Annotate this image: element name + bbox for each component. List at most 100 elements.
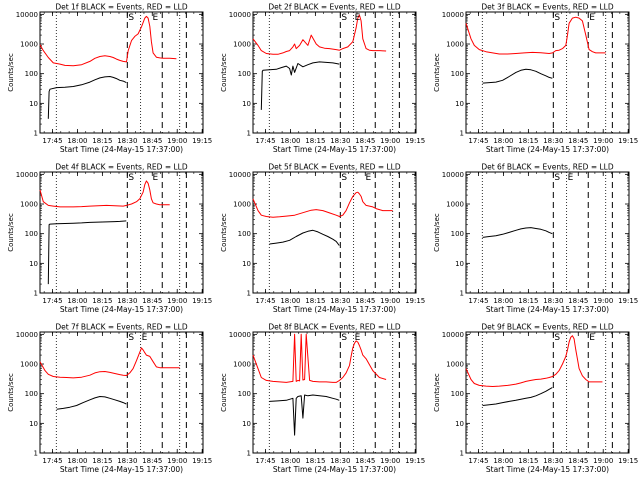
x-tick-label: 19:00 — [380, 457, 400, 465]
x-tick-label: 17:45 — [255, 137, 275, 145]
marker-letter: E — [568, 173, 574, 183]
x-tick-label: 18:30 — [330, 137, 350, 145]
y-tick-label: 100 — [238, 70, 251, 78]
x-tick-label: 17:45 — [255, 457, 275, 465]
x-tick-label: 18:45 — [568, 297, 588, 305]
y-tick-label: 1000 — [446, 41, 464, 49]
y-tick-label: 1 — [460, 130, 464, 138]
events-series-line — [482, 387, 553, 406]
y-tick-label: 1000 — [233, 361, 251, 369]
events-series-line — [269, 229, 340, 246]
y-tick-label: 1 — [460, 290, 464, 298]
x-tick-label: 18:15 — [305, 297, 325, 305]
x-tick-label: 18:30 — [330, 297, 350, 305]
plot-frame — [252, 11, 417, 134]
chart-panel-2: Det 2f BLACK = Events, RED = LLD 1 10 100 10… — [220, 3, 425, 155]
y-tick-label: 10 — [242, 260, 251, 268]
lld-series-line — [252, 14, 387, 55]
y-tick-label: 10000 — [442, 331, 464, 339]
x-tick-label: 17:45 — [468, 457, 488, 465]
marker-letter: E — [355, 13, 361, 23]
plot-frame — [39, 171, 204, 294]
x-tick-label: 19:15 — [618, 137, 638, 145]
plot-frame — [252, 171, 417, 294]
chart-title: Det 5f BLACK = Events, RED = LLD — [268, 163, 401, 172]
y-axis-label: Counts/sec — [220, 53, 228, 92]
x-tick-label: 19:00 — [167, 457, 187, 465]
x-tick-label: 18:15 — [305, 137, 325, 145]
x-tick-label: 18:30 — [543, 297, 563, 305]
y-tick-label: 10 — [455, 420, 464, 428]
x-tick-label: 18:45 — [568, 457, 588, 465]
y-tick-label: 10000 — [16, 171, 38, 179]
events-series-line — [56, 396, 127, 410]
y-axis-label: Counts/sec — [433, 213, 441, 252]
x-tick-label: 18:45 — [355, 137, 375, 145]
marker-letter: E — [152, 13, 158, 23]
x-tick-label: 19:00 — [167, 137, 187, 145]
chart-title: Det 9f BLACK = Events, RED = LLD — [481, 323, 614, 332]
x-tick-label: 18:00 — [280, 137, 300, 145]
y-tick-label: 1000 — [20, 41, 38, 49]
lld-series-line — [39, 15, 177, 67]
chart-title: Det 2f BLACK = Events, RED = LLD — [268, 3, 401, 12]
y-tick-label: 1 — [247, 290, 251, 298]
x-axis-label: Start Time (24-May-15 17:37:00) — [486, 465, 609, 474]
y-tick-label: 10 — [29, 420, 38, 428]
y-tick-label: 1 — [247, 450, 251, 458]
marker-letter: S — [128, 173, 134, 183]
y-tick-label: 10 — [455, 100, 464, 108]
events-series-line — [47, 76, 127, 119]
y-tick-label: 100 — [238, 230, 251, 238]
x-tick-label: 18:45 — [142, 137, 162, 145]
marker-letter: S — [341, 13, 347, 23]
x-tick-label: 18:15 — [518, 297, 538, 305]
plot-frame — [465, 11, 630, 134]
y-tick-label: 1000 — [20, 361, 38, 369]
x-tick-label: 17:45 — [42, 137, 62, 145]
x-tick-label: 17:45 — [255, 297, 275, 305]
y-tick-label: 10000 — [442, 11, 464, 19]
x-tick-label: 19:15 — [192, 457, 212, 465]
x-tick-label: 19:00 — [380, 297, 400, 305]
marker-letter: E — [589, 13, 595, 23]
lld-series-line — [39, 180, 170, 208]
y-tick-label: 1 — [34, 450, 38, 458]
y-axis-label: Counts/sec — [433, 373, 441, 412]
chart-panel-5: Det 5f BLACK = Events, RED = LLD 1 10 100 10… — [220, 163, 425, 315]
marker-letter: S — [554, 173, 560, 183]
y-tick-label: 1000 — [446, 361, 464, 369]
lld-series-line — [39, 347, 180, 379]
x-tick-label: 18:15 — [92, 297, 112, 305]
x-tick-label: 18:45 — [355, 457, 375, 465]
x-axis-label: Start Time (24-May-15 17:37:00) — [60, 465, 183, 474]
chart-panel-6: Det 6f BLACK = Events, RED = LLD 1 10 100 10… — [433, 163, 638, 315]
x-tick-label: 19:15 — [405, 297, 425, 305]
y-tick-label: 10 — [29, 100, 38, 108]
x-tick-label: 18:00 — [280, 297, 300, 305]
y-axis-label: Counts/sec — [220, 213, 228, 252]
x-tick-label: 19:15 — [405, 457, 425, 465]
x-tick-label: 17:45 — [468, 137, 488, 145]
x-tick-label: 18:45 — [355, 297, 375, 305]
x-axis-label: Start Time (24-May-15 17:37:00) — [486, 145, 609, 154]
x-tick-label: 18:00 — [67, 457, 87, 465]
chart-panel-4: Det 4f BLACK = Events, RED = LLD 1 10 100 10… — [7, 163, 212, 315]
x-axis-label: Start Time (24-May-15 17:37:00) — [60, 305, 183, 314]
y-axis-label: Counts/sec — [7, 53, 15, 92]
x-tick-label: 18:45 — [568, 137, 588, 145]
y-tick-label: 10000 — [442, 171, 464, 179]
x-axis-label: Start Time (24-May-15 17:37:00) — [273, 465, 396, 474]
y-tick-label: 1000 — [233, 41, 251, 49]
lld-series-line — [465, 16, 606, 55]
x-axis-label: Start Time (24-May-15 17:37:00) — [486, 305, 609, 314]
x-tick-label: 19:00 — [593, 457, 613, 465]
x-tick-label: 17:45 — [468, 297, 488, 305]
x-tick-label: 18:00 — [493, 457, 513, 465]
y-tick-label: 100 — [238, 390, 251, 398]
x-tick-label: 18:45 — [142, 457, 162, 465]
plot-frame — [465, 331, 630, 454]
x-tick-label: 17:45 — [42, 297, 62, 305]
y-tick-label: 1 — [247, 130, 251, 138]
